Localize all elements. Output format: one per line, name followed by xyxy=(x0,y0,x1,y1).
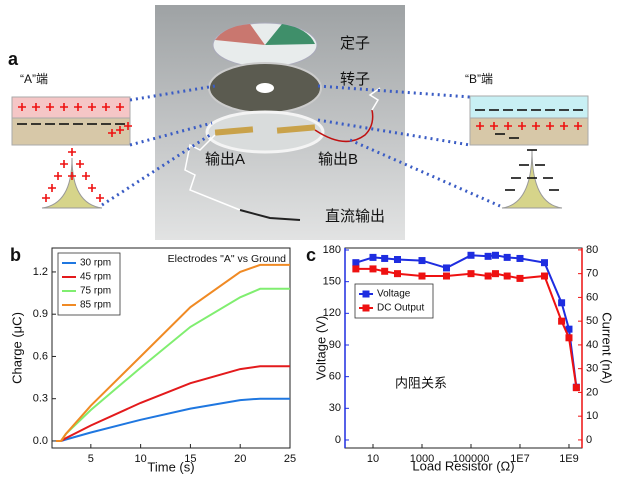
data-point xyxy=(485,273,492,280)
y-axis-title: Charge (μC) xyxy=(9,312,24,384)
data-point xyxy=(394,256,401,263)
data-point xyxy=(492,252,499,259)
y-axis-title: Voltage (V) xyxy=(313,316,328,380)
plus-sign xyxy=(48,184,56,192)
data-point xyxy=(485,253,492,260)
panel-a: a 定子 转子 输出A 输出B 直流输出 “A”端 “B”端 xyxy=(8,5,588,240)
data-point xyxy=(369,265,376,272)
y2-tick-label: 10 xyxy=(586,410,598,422)
y-tick-label: 30 xyxy=(329,402,341,414)
layer xyxy=(12,97,130,118)
data-point xyxy=(467,252,474,259)
y2-tick-label: 30 xyxy=(586,363,598,375)
legend-label: Voltage xyxy=(377,289,411,300)
x-tick-label: 5 xyxy=(88,453,94,465)
legend-label: 85 rpm xyxy=(80,300,111,311)
annotation: Electrodes "A" vs Ground xyxy=(168,253,287,265)
page: a 定子 转子 输出A 输出B 直流输出 “A”端 “B”端 b5101520 xyxy=(0,0,618,478)
x-tick-label: 20 xyxy=(234,453,246,465)
y2-tick-label: 40 xyxy=(586,339,598,351)
data-point xyxy=(467,270,474,277)
panel-label: b xyxy=(10,245,21,265)
y2-tick-label: 20 xyxy=(586,386,598,398)
legend-label: 75 rpm xyxy=(80,286,111,297)
end-b-label: “B”端 xyxy=(465,72,493,86)
data-point xyxy=(369,254,376,261)
y-tick-label: 0.3 xyxy=(33,393,48,405)
legend-label: 30 rpm xyxy=(80,258,111,269)
data-point xyxy=(352,265,359,272)
data-point xyxy=(504,273,511,280)
data-point xyxy=(558,318,565,325)
data-point xyxy=(516,255,523,262)
y-tick-label: 150 xyxy=(323,276,341,288)
data-point xyxy=(492,270,499,277)
rotor-hole xyxy=(256,83,274,93)
legend-marker xyxy=(363,305,370,312)
y-tick-label: 0.9 xyxy=(33,308,48,320)
legend-label: DC Output xyxy=(377,303,424,314)
y-tick-label: 90 xyxy=(329,339,341,351)
rotor-label: 转子 xyxy=(340,71,370,88)
data-point xyxy=(443,264,450,271)
data-point xyxy=(418,257,425,264)
data-point xyxy=(541,273,548,280)
data-point xyxy=(352,259,359,266)
tip xyxy=(42,158,102,208)
plus-sign xyxy=(42,194,50,202)
plus-sign xyxy=(68,148,76,156)
data-point xyxy=(558,299,565,306)
data-point xyxy=(381,255,388,262)
y-tick-label: 0.0 xyxy=(33,435,48,447)
x-tick-label: 25 xyxy=(284,453,296,465)
data-point xyxy=(418,273,425,280)
y2-tick-label: 60 xyxy=(586,291,598,303)
y-tick-label: 0 xyxy=(335,434,341,446)
plus-sign xyxy=(76,160,84,168)
y-tick-label: 1.2 xyxy=(33,266,48,278)
end-a-label: “A”端 xyxy=(20,72,48,86)
data-point xyxy=(573,384,580,391)
dc-output-label: 直流输出 xyxy=(325,208,385,225)
data-point xyxy=(381,268,388,275)
data-point xyxy=(443,273,450,280)
y2-tick-label: 80 xyxy=(586,244,598,256)
plus-sign xyxy=(88,184,96,192)
plus-sign xyxy=(68,172,76,180)
layer xyxy=(470,118,588,145)
x-tick-label: 10 xyxy=(135,453,147,465)
y-tick-label: 60 xyxy=(329,371,341,383)
output-a-label: 输出A xyxy=(205,151,245,168)
y-tick-label: 180 xyxy=(323,244,341,256)
stator-label: 定子 xyxy=(340,35,370,52)
plus-sign xyxy=(54,172,62,180)
output-b-label: 输出B xyxy=(318,151,358,168)
y2-tick-label: 0 xyxy=(586,434,592,446)
y2-tick-label: 50 xyxy=(586,315,598,327)
legend-marker xyxy=(363,291,370,298)
annotation: 内阻关系 xyxy=(395,375,447,390)
y2-tick-label: 70 xyxy=(586,268,598,280)
x-tick-label: 1E9 xyxy=(559,453,579,465)
figure: a 定子 转子 输出A 输出B 直流输出 “A”端 “B”端 b5101520 xyxy=(0,0,618,478)
x-axis-title: Load Resistor (Ω) xyxy=(412,458,514,473)
data-point xyxy=(516,275,523,282)
data-point xyxy=(541,259,548,266)
x-tick-label: 10 xyxy=(367,453,379,465)
x-axis-title: Time (s) xyxy=(147,459,194,474)
panel-label: a xyxy=(8,49,19,69)
panel-label: c xyxy=(306,245,316,265)
legend-label: 45 rpm xyxy=(80,272,111,283)
y2-axis-title: Current (nA) xyxy=(600,312,615,384)
y-tick-label: 0.6 xyxy=(33,350,48,362)
layer xyxy=(470,96,588,118)
data-point xyxy=(394,270,401,277)
plus-sign xyxy=(60,160,68,168)
data-point xyxy=(565,334,572,341)
plus-sign xyxy=(82,172,90,180)
plus-sign xyxy=(96,194,104,202)
data-point xyxy=(504,254,511,261)
tip xyxy=(502,150,562,208)
